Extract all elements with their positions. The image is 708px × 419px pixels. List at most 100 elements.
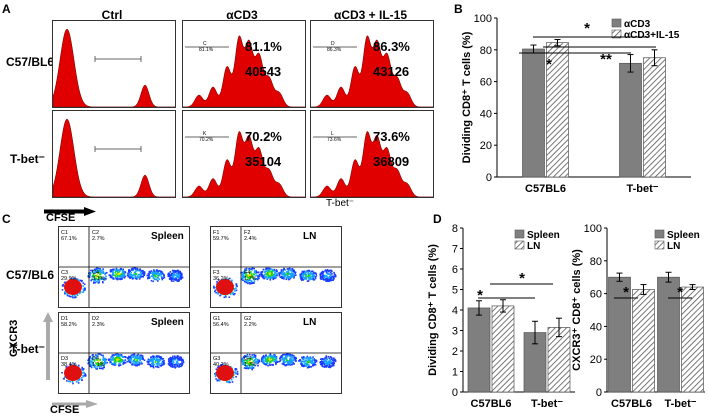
- cell-dot: [143, 359, 146, 361]
- cell-dot: [70, 295, 72, 298]
- cell-dot: [151, 271, 154, 274]
- cell-dot: [124, 275, 126, 278]
- cell-dot: [104, 361, 106, 363]
- cell-dot: [179, 359, 181, 361]
- cell-dot: [64, 281, 66, 284]
- mfi-value: 43126: [373, 64, 410, 79]
- cell-dot: [323, 360, 325, 362]
- cell-dot: [114, 357, 117, 359]
- bar-αCD3: [522, 48, 545, 178]
- cell-dot: [178, 364, 181, 366]
- cell-dot: [89, 364, 91, 366]
- cell-dot: [116, 358, 118, 360]
- cell-dot: [258, 275, 261, 278]
- cell-dot: [95, 356, 98, 359]
- cell-dot: [158, 355, 160, 358]
- cell-dot: [109, 358, 111, 360]
- histogram-svg: D86.3%: [311, 35, 433, 108]
- cell-dot: [268, 270, 271, 272]
- cell-dot: [170, 272, 173, 275]
- cell-dot: [288, 355, 290, 357]
- cell-dot: [158, 364, 161, 366]
- cell-dot: [140, 356, 143, 359]
- cell-dot: [226, 381, 228, 383]
- cell-dot: [174, 274, 177, 276]
- histogram-curve: [183, 131, 305, 198]
- cell-dot: [179, 274, 182, 277]
- cell-dot: [112, 277, 114, 280]
- cell-dot: [108, 359, 110, 361]
- cell-dot: [292, 359, 295, 361]
- cell-dot: [270, 354, 272, 356]
- cell-dot: [152, 272, 155, 274]
- cell-dot: [303, 365, 306, 367]
- cell-dot: [90, 279, 92, 282]
- cell-dot: [134, 357, 137, 359]
- cell-dot: [306, 280, 309, 282]
- cell-dot: [286, 268, 289, 270]
- cell-dot: [83, 283, 86, 286]
- cell-dot: [160, 358, 162, 361]
- cell-dot: [131, 363, 134, 366]
- cell-dot: [136, 364, 138, 367]
- cell-dot: [131, 274, 133, 277]
- cell-dot: [174, 358, 177, 361]
- cell-dot: [305, 365, 308, 367]
- legend-label: Spleen: [527, 230, 560, 241]
- cell-dot: [178, 279, 181, 282]
- cell-dot: [113, 358, 116, 360]
- cell-dot: [139, 357, 141, 359]
- cell-dot: [140, 270, 142, 272]
- cell-dot: [138, 361, 140, 364]
- cell-dot: [256, 278, 259, 281]
- cell-dot: [173, 274, 176, 276]
- cell-dot: [77, 382, 80, 384]
- cell-dot: [283, 357, 286, 360]
- cell-dot: [244, 280, 247, 283]
- cell-dot: [314, 272, 317, 274]
- cell-dot: [321, 360, 323, 362]
- cell-dot: [291, 363, 293, 366]
- cell-dot: [104, 277, 107, 280]
- cell-dot: [267, 267, 269, 270]
- cell-dot: [241, 361, 244, 363]
- cell-dot: [310, 272, 312, 275]
- cell-dot: [282, 270, 284, 273]
- cell-dot: [93, 275, 96, 277]
- cell-dot: [155, 357, 158, 359]
- cell-dot: [284, 361, 286, 363]
- bar-αCD3: [619, 62, 642, 178]
- cell-dot: [122, 276, 125, 278]
- cell-dot: [307, 272, 310, 274]
- cell-dot: [255, 361, 258, 364]
- cell-dot: [324, 360, 327, 362]
- cell-dot: [127, 275, 130, 278]
- cell-dot: [284, 364, 287, 367]
- cell-dot: [154, 361, 157, 363]
- cell-dot: [325, 360, 328, 362]
- cell-dot: [176, 365, 179, 367]
- cell-dot: [331, 270, 333, 273]
- cell-dot: [282, 362, 285, 365]
- cell-dot: [124, 359, 127, 361]
- cell-dot: [217, 279, 220, 281]
- cell-dot: [82, 369, 84, 372]
- cell-dot: [248, 364, 250, 366]
- cell-dot: [116, 273, 119, 275]
- cell-dot: [93, 366, 96, 368]
- cell-dot: [251, 274, 253, 276]
- quadrant-label: 40.2%: [213, 362, 229, 368]
- cell-dot: [258, 273, 261, 276]
- cell-dot: [76, 294, 79, 296]
- cell-dot: [69, 380, 72, 383]
- cell-dot: [261, 275, 263, 278]
- cell-dot: [176, 355, 179, 357]
- cell-dot: [281, 356, 284, 358]
- cell-dot: [130, 273, 133, 276]
- cell-dot: [154, 275, 156, 277]
- cell-dot: [260, 360, 263, 363]
- cell-dot: [246, 278, 249, 281]
- cell-dot: [76, 278, 79, 281]
- cell-dot: [310, 360, 312, 362]
- mfi-value: 36809: [373, 154, 410, 169]
